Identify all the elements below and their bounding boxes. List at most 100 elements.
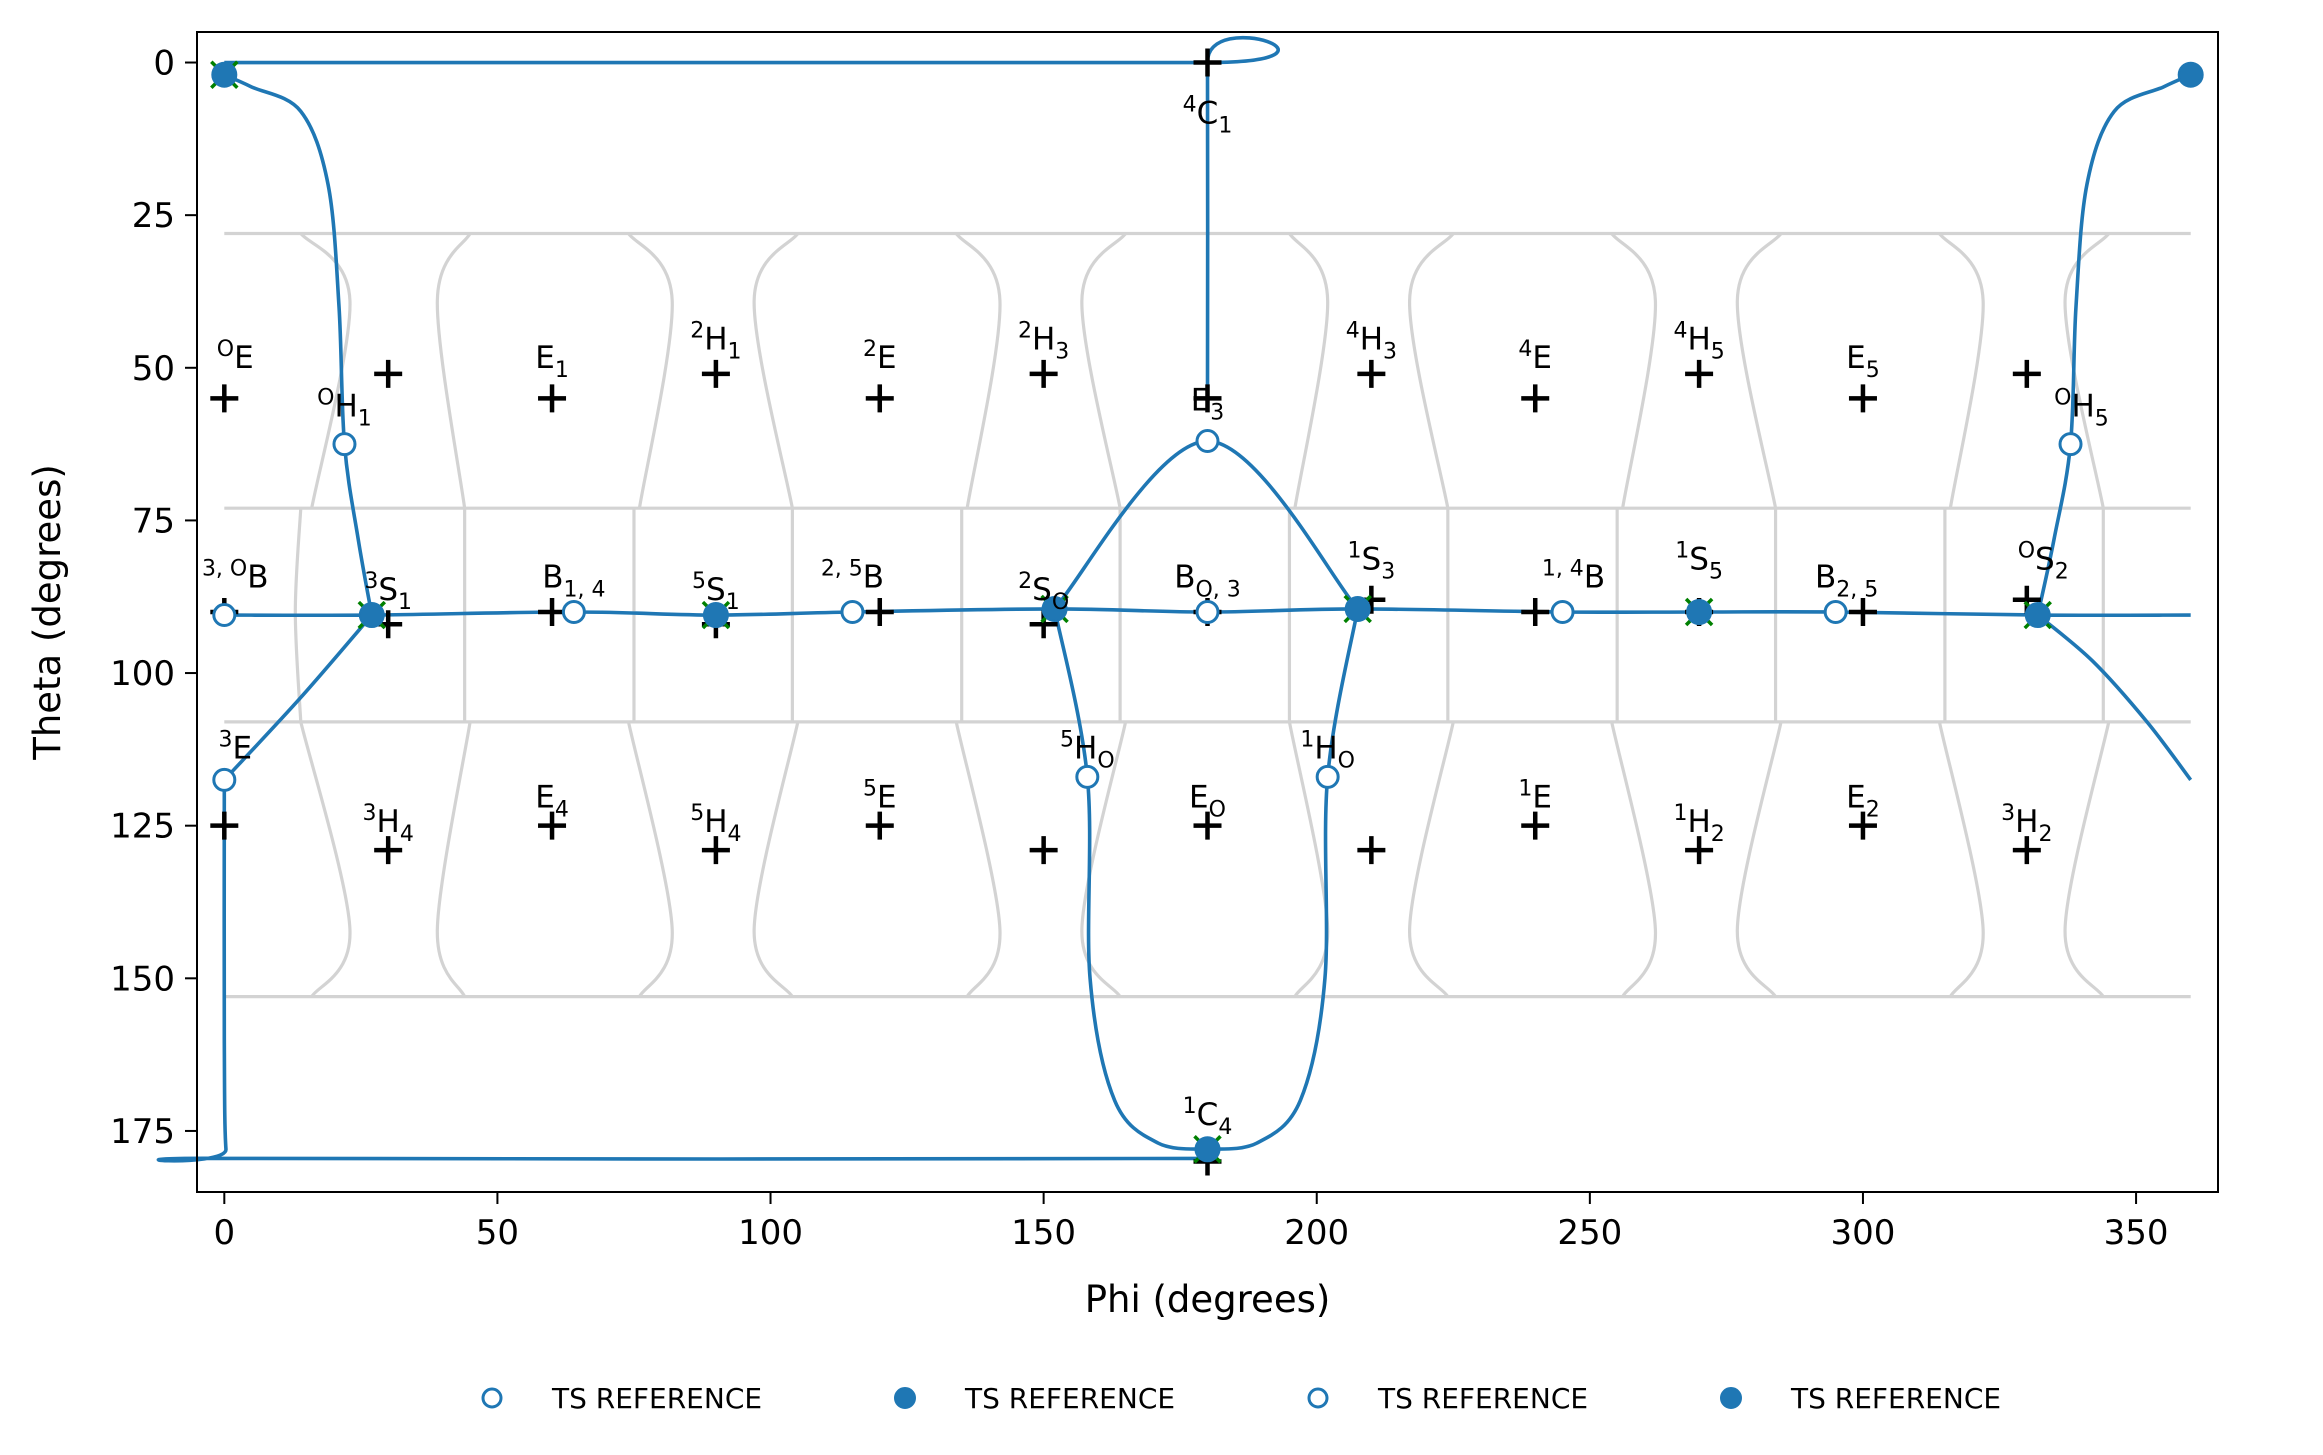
- pucker-label: OH5: [2054, 386, 2109, 432]
- pucker-label-subscript: 1: [555, 358, 569, 383]
- reference-plus-marker: [374, 359, 403, 388]
- pucker-label-superscript: 2, 5: [821, 557, 863, 582]
- transition-state-point: [2058, 432, 2083, 457]
- transition-state-point: [1075, 764, 1100, 789]
- y-tick-label: 100: [110, 654, 175, 694]
- transition-state-point: [1823, 600, 1848, 624]
- transition-state-point: [212, 603, 237, 628]
- minima-markers: [211, 61, 2204, 1163]
- transition-state-point: [840, 600, 865, 624]
- pucker-label-subscript: 1, 4: [564, 578, 606, 603]
- pucker-label: 2E: [863, 337, 897, 376]
- pucker-label: 5H4: [690, 801, 741, 847]
- reference-plus-marker: [210, 811, 239, 840]
- pucker-label: 3E: [218, 728, 252, 767]
- pucker-label: BO, 3: [1174, 560, 1241, 603]
- pucker-label-main: S: [1362, 541, 1382, 577]
- pucker-label-main: E: [1191, 383, 1211, 419]
- minimum-point: [211, 61, 238, 88]
- pucker-label-main: E: [1846, 340, 1866, 376]
- pucker-label-main: B: [1174, 560, 1195, 596]
- reference-plus-marker: [538, 598, 567, 626]
- pucker-label-main: H: [2015, 804, 2038, 840]
- transition-state-point: [1315, 764, 1340, 789]
- reference-plus-marker: [1193, 48, 1222, 77]
- transition-state-point: [1195, 600, 1220, 624]
- pucker-label-subscript: 3: [1210, 401, 1224, 426]
- pucker-label-superscript: 1, 4: [1542, 557, 1584, 582]
- minimum-point: [2177, 61, 2204, 88]
- pucker-label-main: H: [377, 804, 400, 840]
- boundary-column-line: [1407, 721, 1455, 998]
- pucker-label: E1: [535, 340, 569, 383]
- reference-plus-marker: [1029, 836, 1058, 865]
- pucker-label-subscript: 5: [1866, 358, 1880, 383]
- pucker-label-main: E: [1846, 779, 1866, 815]
- pucker-label: OH1: [317, 386, 372, 432]
- pucker-label-superscript: 3, O: [202, 557, 247, 582]
- pathway-line: [156, 779, 1208, 1163]
- reference-plus-marker: [1521, 811, 1550, 840]
- y-tick-label: 125: [110, 807, 175, 847]
- pucker-label-subscript: 1: [726, 590, 740, 615]
- pucker-label-superscript: O: [2054, 386, 2071, 411]
- pucker-label-subscript: 5: [1711, 339, 1725, 364]
- pucker-label-main: H: [1360, 321, 1383, 357]
- pathway-line: [224, 35, 1280, 399]
- pucker-label: 1, 4B: [1542, 557, 1605, 596]
- reference-plus-marker: [1521, 384, 1550, 413]
- x-tick-label: 100: [738, 1213, 803, 1253]
- plot-frame: [196, 31, 2219, 1193]
- pucker-label-subscript: 3: [1055, 339, 1069, 364]
- pucker-label-superscript: 1: [1348, 538, 1362, 563]
- pucker-label-superscript: O: [317, 386, 334, 411]
- pucker-label-superscript: 1: [1518, 776, 1532, 801]
- pucker-label-subscript: 2: [1866, 797, 1880, 822]
- pucker-label-main: E: [877, 779, 897, 815]
- reference-plus-marker: [1357, 359, 1386, 388]
- x-tick-label: 250: [1557, 1213, 1622, 1253]
- pucker-label-superscript: 2: [1018, 569, 1032, 594]
- pucker-label: 1HO: [1300, 728, 1355, 774]
- pucker-label-subscript: 4: [555, 797, 569, 822]
- boundary-column-line: [1407, 232, 1455, 509]
- pucker-label-superscript: 1: [1300, 728, 1314, 753]
- pucker-label-superscript: 5: [692, 569, 706, 594]
- pucker-label-main: S: [1032, 572, 1052, 608]
- pucker-label: OE: [217, 337, 254, 376]
- pucker-label-superscript: 4: [1673, 318, 1687, 343]
- pucker-label-main: B: [1584, 560, 1605, 596]
- pucker-label: 1H2: [1673, 801, 1724, 847]
- pucker-label-subscript: 1: [358, 407, 372, 432]
- boundary-column-line: [954, 721, 1002, 998]
- boundary-column-line: [1937, 721, 1985, 998]
- boundary-column-line: [1735, 232, 1783, 509]
- pucker-label: 1C4: [1183, 1094, 1233, 1140]
- legend-marker-filled: [894, 1387, 916, 1409]
- pucker-label: 1E: [1518, 776, 1552, 815]
- boundary-column-line: [1610, 721, 1658, 998]
- x-axis-label: Phi (degrees): [1085, 1278, 1331, 1321]
- pucker-label-subscript: 4: [728, 822, 742, 847]
- pucker-label-subscript: 4: [400, 822, 414, 847]
- pucker-label-subscript: 5: [1709, 559, 1723, 584]
- pucker-label-superscript: 5: [690, 801, 704, 826]
- reference-plus-marker: [701, 359, 730, 388]
- pathway-line: [2036, 613, 2193, 781]
- boundary-column-line: [435, 232, 472, 509]
- pucker-label: 4E: [1518, 337, 1552, 376]
- minimum-point: [2024, 602, 2051, 629]
- pucker-label-subscript: O: [1338, 749, 1355, 774]
- pucker-label-superscript: 3: [363, 801, 377, 826]
- pucker-label-superscript: 1: [1183, 1094, 1197, 1119]
- boundary-column-line: [752, 232, 800, 509]
- pucker-label-main: C: [1197, 1097, 1219, 1133]
- minimum-point: [1344, 595, 1371, 622]
- pucker-label: E2: [1846, 779, 1880, 822]
- reference-plus-marker: [2012, 359, 2041, 388]
- pucker-label-superscript: 3: [2001, 801, 2015, 826]
- y-tick-label: 75: [132, 501, 175, 541]
